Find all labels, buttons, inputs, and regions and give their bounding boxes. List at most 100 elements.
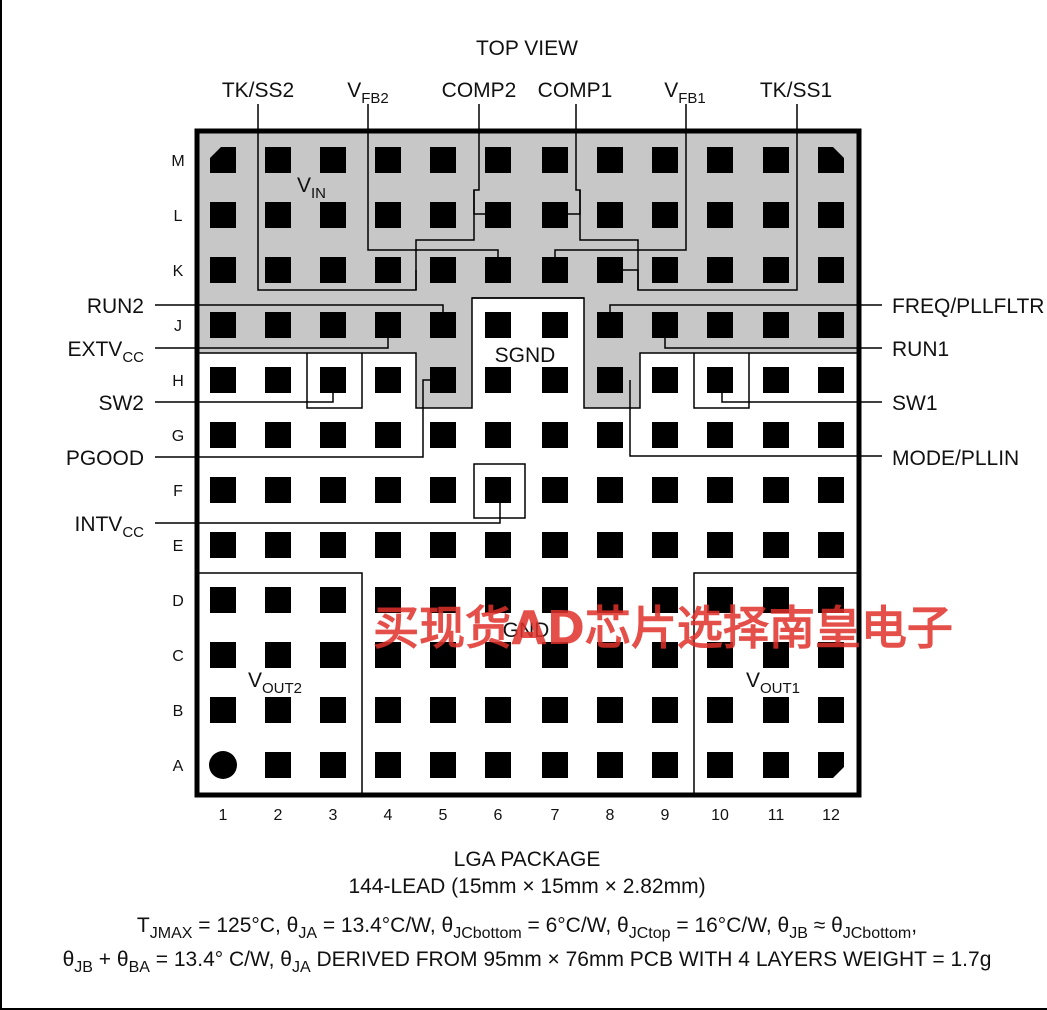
pad-F8 (597, 477, 623, 503)
pad-A6 (485, 752, 511, 778)
pad-F10 (707, 477, 733, 503)
pad-L12 (818, 202, 844, 228)
vout2-boundary (198, 572, 363, 795)
pad-A4 (375, 752, 401, 778)
spec2-part-0: θ (63, 948, 75, 971)
pad-D8 (597, 587, 623, 613)
spec2-part-4: = 13.4° C/W, θ (150, 948, 292, 971)
spec1-part-6: = 6°C/W, θ (522, 914, 629, 937)
pad-L6 (485, 202, 511, 228)
pad-A9 (652, 752, 678, 778)
pad-D6 (485, 587, 511, 613)
trace-tkss1 (610, 104, 798, 291)
pad-M4 (375, 147, 401, 173)
pad-E11 (763, 532, 789, 558)
pad-G6 (485, 422, 511, 448)
pad-K7 (542, 257, 568, 283)
pad-L7 (542, 202, 568, 228)
pin-label-pgood: PGOOD (66, 447, 144, 470)
pad-J8 (597, 312, 623, 338)
pad-D3 (320, 587, 346, 613)
pad-K11 (763, 257, 789, 283)
pad-K2 (265, 257, 291, 283)
pad-D7 (542, 587, 568, 613)
row-label-L: L (174, 208, 183, 225)
pad-E3 (320, 532, 346, 558)
pad-G2 (265, 422, 291, 448)
pad-G1 (210, 422, 236, 448)
col-label-4: 4 (384, 807, 393, 824)
spec2-part-2: + θ (93, 948, 129, 971)
pad-B2 (265, 697, 291, 723)
pad-F1 (210, 477, 236, 503)
pad-array (209, 147, 844, 779)
pad-A5 (430, 752, 456, 778)
col-label-7: 7 (551, 807, 560, 824)
pad-H7 (542, 367, 568, 393)
pad-J10 (707, 312, 733, 338)
region-label-gnd: GND (503, 619, 550, 642)
pad-A12 (818, 752, 844, 778)
pad-D12 (818, 587, 844, 613)
spec2-part-5: JA (292, 959, 311, 976)
pad-E4 (375, 532, 401, 558)
col-label-3: 3 (329, 807, 338, 824)
pad-G12 (818, 422, 844, 448)
row-label-C: C (172, 648, 184, 665)
pad-G11 (763, 422, 789, 448)
vout1-boundary (693, 572, 858, 795)
pad-B8 (597, 697, 623, 723)
row-label-F: F (173, 483, 183, 500)
pad-C11 (763, 642, 789, 668)
trace-comp1 (575, 104, 639, 290)
trace-comp2 (415, 104, 480, 290)
pad-D11 (763, 587, 789, 613)
pad-H12 (818, 367, 844, 393)
pin-label-run1: RUN1 (892, 338, 949, 361)
spec1-part-5: JCbottom (453, 925, 521, 942)
region-boundaries (198, 297, 858, 795)
pad-F11 (763, 477, 789, 503)
pad-B6 (485, 697, 511, 723)
pad-M8 (597, 147, 623, 173)
pad-D5 (430, 587, 456, 613)
pin-label-comp2: COMP2 (442, 79, 517, 102)
pad-F12 (818, 477, 844, 503)
row-label-A: A (173, 758, 184, 775)
pad-B12 (818, 697, 844, 723)
pin-label-extvcc: EXTVCC (67, 338, 144, 366)
pin-label-mode-pllin: MODE/PLLIN (892, 447, 1019, 470)
pad-K8 (597, 257, 623, 283)
pad-F2 (265, 477, 291, 503)
pad-M10 (707, 147, 733, 173)
pad-G10 (707, 422, 733, 448)
pad-H5 (430, 367, 456, 393)
col-label-9: 9 (661, 807, 670, 824)
pad-J9 (652, 312, 678, 338)
pad-J3 (320, 312, 346, 338)
pad-K9 (652, 257, 678, 283)
region-label-sgnd: SGND (495, 344, 556, 367)
pad-A7 (542, 752, 568, 778)
pad-F5 (430, 477, 456, 503)
pad-L5 (430, 202, 456, 228)
pad-B4 (375, 697, 401, 723)
pad-C12 (818, 642, 844, 668)
row-labels: M L K J H G F E D C B A (171, 153, 184, 775)
pad-B9 (652, 697, 678, 723)
region-label-vout1: VOUT1 (746, 669, 800, 697)
pad-H6 (485, 367, 511, 393)
pad-G4 (375, 422, 401, 448)
pad-A1 (209, 751, 237, 779)
pad-M1 (210, 147, 236, 173)
pad-M7 (542, 147, 568, 173)
pad-B5 (430, 697, 456, 723)
pad-G7 (542, 422, 568, 448)
pad-B10 (707, 697, 733, 723)
col-label-1: 1 (219, 807, 228, 824)
column-labels: 1 2 3 4 5 6 7 8 9 10 11 12 (219, 807, 840, 824)
pad-E2 (265, 532, 291, 558)
row-label-E: E (173, 538, 184, 555)
row-label-H: H (172, 373, 184, 390)
pad-C5 (430, 642, 456, 668)
